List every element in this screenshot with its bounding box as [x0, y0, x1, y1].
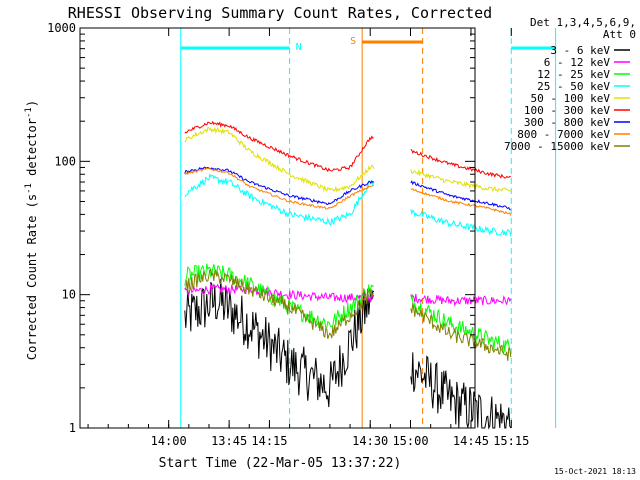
series-line-4: [410, 168, 512, 193]
x-tick-label: 13:45: [211, 434, 247, 448]
saa-label: S: [350, 36, 356, 47]
axis-layer: 13:45 14:00 14:15 14:30 14:45 15:00 15:15 1 10 10…: [47, 21, 529, 448]
legend-label: 3 - 6 keV: [550, 44, 610, 57]
y-axis-label-part-2: detector: [25, 118, 39, 183]
series-line-1: [184, 283, 375, 304]
x-tick-label: 15:15: [493, 434, 529, 448]
series-line-7: [184, 167, 374, 210]
y-tick-label: 100: [54, 154, 76, 168]
legend-label: 50 - 100 keV: [531, 92, 611, 105]
generation-timestamp: 15-Oct-2021 18:13: [554, 467, 636, 476]
series-line-1: [410, 293, 512, 308]
series-line-5: [410, 148, 511, 179]
legend-label: 7000 - 15000 keV: [504, 140, 610, 153]
chart-title: RHESSI Observing Summary Count Rates, Co…: [68, 4, 492, 22]
series-line-8: [184, 268, 374, 339]
legend-label: 800 - 7000 keV: [517, 128, 610, 141]
x-tick-label: 14:45: [453, 434, 489, 448]
y-tick-label: 10: [62, 288, 76, 302]
x-tick-label: 14:00: [151, 434, 187, 448]
x-tick-label: 14:30: [352, 434, 388, 448]
series-line-5: [184, 120, 374, 173]
plot-layer: NS: [180, 28, 557, 430]
legend-header-attenuator: Att 0: [603, 28, 636, 41]
series-line-4: [184, 126, 375, 193]
night-label: N: [296, 42, 302, 53]
series-line-2: [410, 293, 512, 356]
legend-label: 100 - 300 keV: [524, 104, 610, 117]
y-axis-label-sup-1: -1: [24, 183, 34, 194]
series-line-0: [184, 278, 375, 408]
x-tick-label: 14:15: [251, 434, 287, 448]
legend-label: 6 - 12 keV: [544, 56, 611, 69]
y-tick-label: 1000: [47, 21, 76, 35]
x-axis-label: Start Time (22-Mar-05 13:37:22): [159, 456, 402, 471]
y-axis-label-part-1: Corrected Count Rate (s: [25, 194, 39, 360]
series-line-3: [410, 209, 512, 237]
series-line-8: [410, 303, 512, 361]
y-axis-label: Corrected Count Rate (s-1 detector-1): [24, 100, 39, 360]
y-axis-label-sup-2: -1: [24, 107, 34, 118]
legend-label: 300 - 800 keV: [524, 116, 610, 129]
legend-label: 12 - 25 keV: [537, 68, 610, 81]
legend-label: 25 - 50 keV: [537, 80, 610, 93]
series-line-3: [184, 173, 375, 227]
y-axis-label-part-3: ): [25, 100, 39, 107]
y-tick-label: 1: [69, 421, 76, 435]
series-line-6: [410, 180, 511, 211]
series-line-6: [184, 166, 375, 206]
legend-header-detectors: Det 1,3,4,5,6,9,: [530, 16, 636, 29]
x-tick-label: 15:00: [392, 434, 428, 448]
series-line-0: [410, 352, 512, 430]
series-line-7: [410, 188, 512, 216]
plot-frame: [79, 27, 476, 429]
